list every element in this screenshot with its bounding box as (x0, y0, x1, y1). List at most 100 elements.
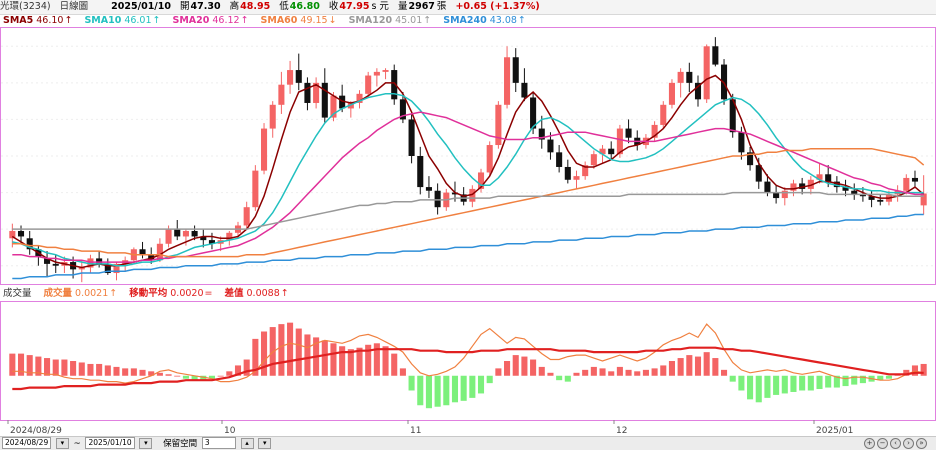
candle-body[interactable] (330, 95, 337, 118)
candle-body[interactable] (790, 183, 797, 191)
candle-body[interactable] (773, 192, 780, 199)
start-date-field[interactable]: 2024/08/29 (2, 437, 52, 449)
candle-body[interactable] (287, 70, 294, 85)
candle-body[interactable] (859, 194, 866, 197)
candle-body[interactable] (104, 263, 111, 274)
candle-body[interactable] (833, 181, 840, 188)
candle-body[interactable] (408, 119, 415, 156)
candle-body[interactable] (391, 70, 398, 100)
candle-body[interactable] (165, 229, 172, 244)
scroll-left-icon[interactable]: ‹ (890, 438, 901, 449)
keep-space-input[interactable]: 3 (201, 437, 236, 449)
candle-body[interactable] (521, 82, 528, 98)
candle-body[interactable] (668, 82, 675, 105)
stock-chart[interactable]: 2024/08/29 10 11 12 2025/01 (0, 0, 936, 436)
candle-body[interactable] (807, 179, 814, 189)
candle-body[interactable] (44, 258, 51, 264)
candle-body[interactable] (920, 193, 927, 206)
candle-body[interactable] (52, 263, 59, 266)
candle-body[interactable] (304, 82, 311, 103)
candle-body[interactable] (469, 188, 476, 202)
candle-body[interactable] (764, 181, 771, 193)
candle-body[interactable] (712, 46, 719, 65)
chart-period[interactable]: 日線圖 (59, 1, 89, 12)
candle-body[interactable] (582, 165, 589, 177)
candle-body[interactable] (842, 187, 849, 191)
candle-body[interactable] (504, 57, 511, 105)
candle-body[interactable] (434, 190, 441, 208)
candle-body[interactable] (269, 104, 276, 129)
candle-body[interactable] (87, 258, 94, 268)
candle-body[interactable] (356, 93, 363, 103)
candle-body[interactable] (903, 177, 910, 191)
candle-body[interactable] (703, 46, 710, 100)
scroll-end-icon[interactable]: » (916, 438, 927, 449)
candle-body[interactable] (156, 243, 163, 261)
candle-body[interactable] (200, 236, 207, 241)
candle-body[interactable] (208, 240, 215, 244)
candle-body[interactable] (243, 207, 250, 226)
candle-body[interactable] (564, 166, 571, 180)
candle-body[interactable] (373, 71, 380, 76)
candle-body[interactable] (174, 229, 181, 237)
candle-body[interactable] (182, 230, 189, 237)
zoom-in-icon[interactable]: + (864, 438, 875, 449)
candle-body[interactable] (512, 57, 519, 83)
end-date-field[interactable]: 2025/01/10 (85, 437, 135, 449)
candle-body[interactable] (616, 128, 623, 155)
candle-body[interactable] (608, 148, 615, 155)
spin-down-icon[interactable]: ▾ (258, 437, 272, 449)
start-date-dropdown-icon[interactable]: ▾ (55, 437, 69, 449)
candle-body[interactable] (911, 177, 919, 182)
scroll-right-icon[interactable]: › (903, 438, 914, 449)
candle-body[interactable] (660, 104, 667, 125)
candle-body[interactable] (382, 70, 389, 72)
candle-body[interactable] (17, 230, 25, 237)
candle-body[interactable] (599, 148, 606, 155)
candle-body[interactable] (590, 154, 597, 166)
candle-body[interactable] (573, 176, 580, 180)
candle-body[interactable] (651, 124, 658, 138)
candle-body[interactable] (721, 64, 728, 100)
candle-body[interactable] (538, 128, 545, 140)
candle-body[interactable] (694, 82, 702, 100)
candle-body[interactable] (547, 139, 554, 153)
candle-body[interactable] (486, 145, 493, 173)
candle-body[interactable] (729, 99, 736, 133)
candle-body[interactable] (816, 174, 823, 180)
candle-body[interactable] (556, 152, 563, 167)
candle-body[interactable] (339, 95, 346, 109)
candle-body[interactable] (677, 71, 684, 83)
candle-body[interactable] (252, 170, 259, 208)
candle-body[interactable] (96, 258, 103, 264)
candle-body[interactable] (425, 187, 432, 191)
candle-body[interactable] (191, 230, 198, 237)
candle-body[interactable] (781, 190, 788, 199)
candle-body[interactable] (530, 97, 537, 129)
candle-body[interactable] (738, 132, 745, 153)
candle-body[interactable] (278, 84, 285, 105)
candle-body[interactable] (9, 230, 16, 239)
candle-body[interactable] (321, 82, 328, 118)
candle-body[interactable] (477, 172, 485, 189)
candle-body[interactable] (868, 196, 875, 200)
candle-body[interactable] (261, 128, 268, 171)
candle-body[interactable] (295, 70, 302, 83)
candle-body[interactable] (313, 82, 320, 103)
candle-body[interactable] (399, 99, 406, 120)
candle-body[interactable] (686, 71, 693, 83)
candle-body[interactable] (747, 152, 754, 166)
candle-body[interactable] (417, 156, 424, 188)
end-date-dropdown-icon[interactable]: ▾ (139, 437, 153, 449)
spin-up-icon[interactable]: ▴ (240, 437, 254, 449)
candle-body[interactable] (851, 190, 858, 195)
candle-body[interactable] (625, 128, 632, 138)
candle-body[interactable] (113, 263, 120, 274)
candle-body[interactable] (139, 249, 146, 255)
candle-body[interactable] (825, 174, 832, 182)
candle-body[interactable] (78, 267, 85, 270)
candle-body[interactable] (451, 192, 459, 195)
candle-body[interactable] (347, 102, 354, 109)
candle-body[interactable] (877, 199, 884, 202)
candle-body[interactable] (495, 104, 502, 146)
